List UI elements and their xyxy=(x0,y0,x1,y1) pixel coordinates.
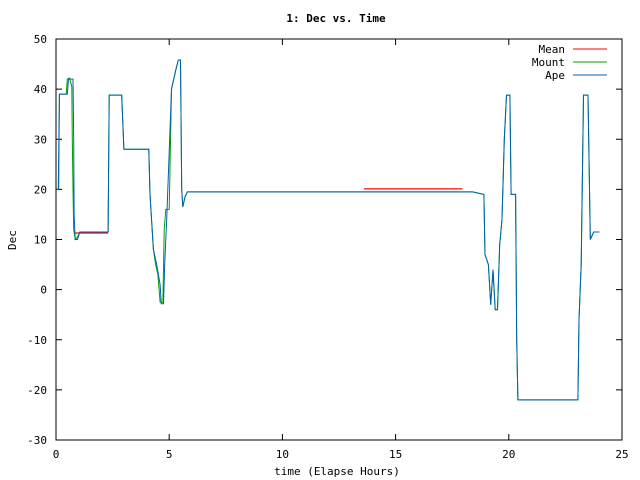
x-tick-label: 0 xyxy=(53,448,60,461)
series-layer xyxy=(56,59,600,401)
x-tick-label: 20 xyxy=(502,448,515,461)
y-tick-label: 30 xyxy=(34,133,47,146)
y-tick-label: -20 xyxy=(27,384,47,397)
y-tick-label: 40 xyxy=(34,83,47,96)
series-mount-line xyxy=(56,59,600,401)
plot-frame xyxy=(55,38,623,441)
y-tick-label: 0 xyxy=(40,284,47,297)
x-tick-label: 10 xyxy=(276,448,289,461)
legend-label-mount: Mount xyxy=(532,56,565,69)
y-tick-label: 10 xyxy=(34,234,47,247)
series-ape-line xyxy=(56,59,600,401)
y-tick-label: -30 xyxy=(27,434,47,447)
legend-label-ape: Ape xyxy=(545,69,565,82)
axis-ticks: -30 -20 -10 0 10 20 30 40 50 0 5 10 15 20 25 xyxy=(27,33,629,461)
chart-title: 1: Dec vs. Time xyxy=(286,12,386,25)
y-tick-label: 20 xyxy=(34,183,47,196)
y-axis-label: Dec xyxy=(6,230,19,250)
y-tick-label: -10 xyxy=(27,334,47,347)
x-axis-label: time (Elapse Hours) xyxy=(274,465,400,478)
x-tick-label: 5 xyxy=(166,448,173,461)
x-tick-label: 15 xyxy=(389,448,402,461)
legend-label-mean: Mean xyxy=(539,43,566,56)
x-tick-label: 25 xyxy=(615,448,628,461)
y-tick-label: 50 xyxy=(34,33,47,46)
